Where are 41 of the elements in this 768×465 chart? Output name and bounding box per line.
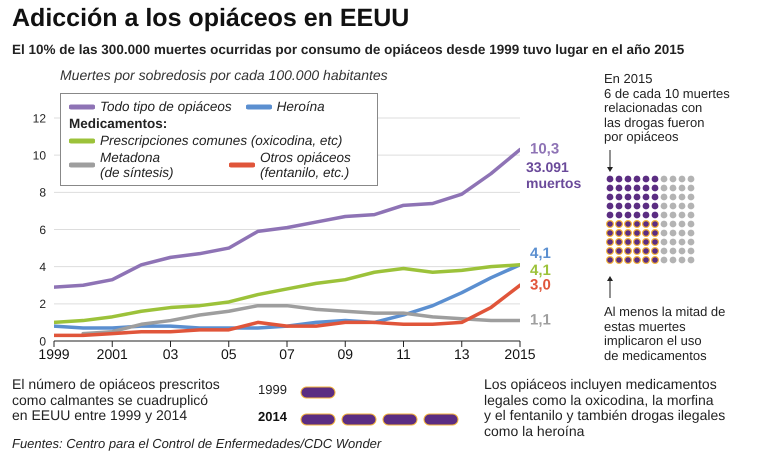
y-tick-label: 12: [32, 111, 46, 126]
x-tick-label: 03: [162, 346, 178, 362]
text: 33.091 muertos: [526, 159, 582, 192]
x-tick-label: 07: [279, 346, 295, 362]
chart-title: Adicción a los opiáceos en EEUU: [12, 4, 410, 33]
line-series: [81, 304, 520, 336]
data-label: 3,0: [530, 276, 551, 294]
source-note: Fuentes: Centro para el Control de Enfermedades/CDC Wonder: [12, 436, 382, 452]
x-tick-label: 11: [396, 346, 411, 362]
x-tick-label: 1999: [38, 346, 70, 362]
y-tick-label: 6: [39, 222, 46, 237]
text: 2014: [258, 409, 287, 425]
y-tick-label: 10: [32, 148, 46, 162]
text: El número de opiáceos prescritos como calmantes se cuadruplicó en EEUU entre 1999 y 2014: [12, 376, 220, 424]
chart-subtitle: El 10% de las 300.000 muertes ocurridas por consumo de opiáceos desde 1999 tuvo lugar en el año 2015: [12, 42, 684, 57]
y-tick-label: 2: [39, 297, 46, 312]
x-tick-label: 2001: [96, 346, 128, 362]
data-label: 4,1: [530, 262, 551, 279]
y-tick-label: 4: [39, 260, 46, 274]
text: Al menos la mitad de estas muertes implicaron el uso de medicamentos: [604, 304, 726, 364]
text: En 2015 6 de cada 10 muertes relacionadas con las drogas fueron por opiáceos: [604, 71, 730, 145]
text: Los opiáceos incluyen medicamentos legales como la oxicodina, la morfina y el fentanilo y también drogas ilegales como la heroína: [484, 376, 726, 440]
x-tick-label: 05: [220, 346, 237, 362]
legend-label: Todo tipo de opiáceos: [100, 99, 232, 114]
x-tick-label: 2015: [504, 346, 536, 362]
y-tick-label: 0: [39, 334, 46, 348]
legend-label: Heroína: [276, 99, 325, 114]
data-label: 1,1: [530, 312, 551, 329]
x-tick-label: 09: [337, 346, 354, 362]
x-tick-label: 13: [454, 346, 470, 362]
y-axis-title: Muertes por sobredosis por cada 100.000 habitantes: [60, 67, 388, 83]
legend-label: Prescripciones comunes (oxicodina, etc): [100, 133, 342, 148]
legend-label: Otros opiáceos (fentanilo, etc.): [260, 150, 351, 180]
line-series: [54, 284, 520, 338]
data-label: 10,3: [530, 140, 560, 158]
legend-label: Metadona (de síntesis): [100, 150, 174, 180]
legend-title: Medicamentos:: [69, 116, 168, 131]
text: 1999: [258, 382, 287, 398]
line-series: [54, 148, 520, 289]
y-tick-label: 8: [39, 186, 46, 200]
data-label: 4,1: [530, 244, 551, 262]
